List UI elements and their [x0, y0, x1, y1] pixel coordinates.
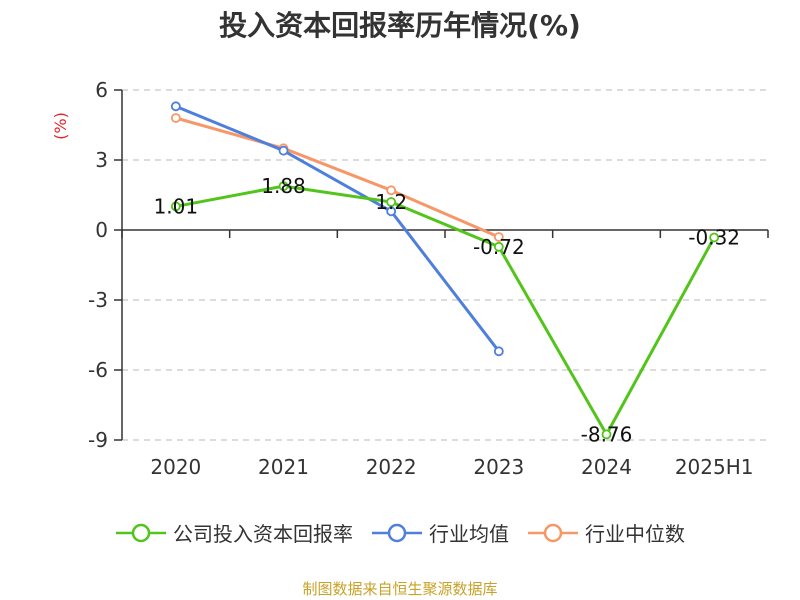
data-label: 1.01 — [154, 194, 199, 218]
data-label: -0.72 — [473, 235, 525, 259]
data-label: -8.76 — [581, 422, 633, 446]
series-line — [175, 104, 501, 353]
data-labels: 1.01 1.88 1.2 -0.72 -8.76 -0.32 — [154, 174, 740, 446]
x-tick-label: 2021 — [258, 455, 309, 479]
data-point — [278, 181, 289, 192]
legend-label: 行业中位数 — [585, 522, 685, 546]
source-note: 制图数据来自恒生聚源数据库 — [302, 580, 498, 598]
data-point — [170, 201, 181, 212]
data-point — [170, 113, 181, 123]
data-label: 1.2 — [375, 190, 407, 214]
axes: 6 3 0 -3 -6 -9 2020 2021 2022 2023 2024 2025H1 — [88, 78, 769, 479]
legend: 公司投入资本回报率 行业均值 行业中位数 — [0, 518, 800, 547]
data-label: 1.88 — [261, 174, 306, 198]
data-point — [601, 429, 612, 440]
grid-lines — [122, 89, 768, 441]
x-tick-label: 2025H1 — [675, 455, 754, 479]
chart-title: 投入资本回报率历年情况(%) — [219, 9, 581, 42]
y-tick-label: -9 — [88, 428, 108, 452]
data-point — [386, 185, 397, 196]
series-line — [175, 116, 500, 239]
legend-label: 行业均值 — [429, 522, 509, 546]
data-point — [278, 145, 289, 156]
y-tick-label: -3 — [88, 288, 108, 312]
y-tick-label: 3 — [95, 148, 108, 172]
data-point — [493, 232, 504, 242]
y-tick-label: 6 — [95, 78, 108, 102]
data-point — [386, 197, 397, 207]
data-point — [709, 232, 720, 243]
x-tick-label: 2020 — [150, 455, 201, 479]
x-tick-label: 2023 — [473, 455, 524, 479]
data-point — [386, 206, 397, 217]
x-tick-label: 2022 — [366, 455, 417, 479]
data-point — [170, 101, 181, 112]
series-lines — [170, 101, 720, 440]
legend-item[interactable]: 行业中位数 — [527, 518, 685, 547]
data-point — [493, 241, 504, 252]
legend-line-circle-icon — [528, 523, 578, 542]
series-line — [175, 184, 716, 436]
legend-line-circle-icon — [372, 523, 422, 542]
y-tick-label: 0 — [95, 218, 108, 242]
legend-item[interactable]: 公司投入资本回报率 — [115, 518, 353, 547]
data-point — [493, 346, 504, 357]
y-axis-unit-label: (%) — [51, 112, 70, 140]
legend-line-circle-icon — [116, 523, 166, 542]
data-label: -0.32 — [688, 225, 740, 249]
legend-label: 公司投入资本回报率 — [173, 522, 353, 546]
y-tick-label: -6 — [88, 358, 108, 382]
x-tick-label: 2024 — [581, 455, 632, 479]
legend-item[interactable]: 行业均值 — [371, 518, 509, 547]
